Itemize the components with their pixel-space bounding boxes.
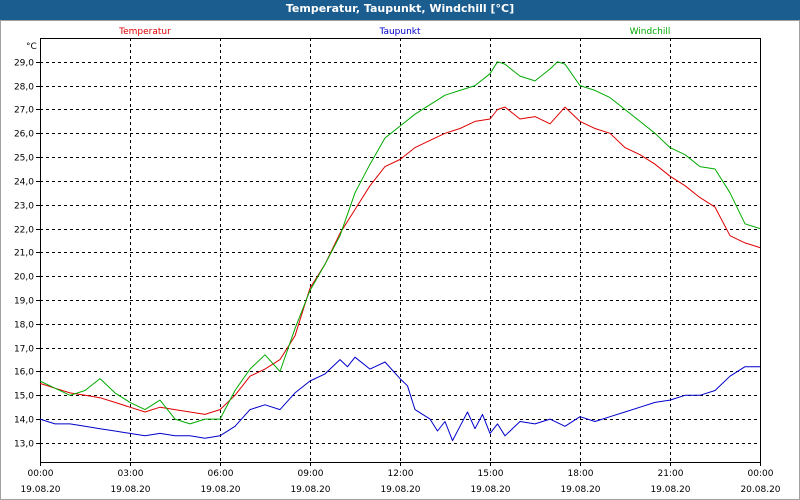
x-tick-time: 09:00 (298, 469, 324, 479)
x-tick-date: 19.08.20 (290, 485, 330, 495)
series-line-windchill (39, 61, 761, 425)
x-tick-date: 19.08.20 (470, 485, 510, 495)
legend-windchill: Windchill (630, 27, 671, 37)
series-line-taupunkt (39, 356, 760, 442)
y-tick-label: 26,0 (14, 130, 34, 140)
y-tick-label: 14,0 (14, 416, 34, 426)
y-tick-label: 25,0 (14, 154, 34, 164)
y-tick-label: 16,0 (14, 368, 34, 378)
x-tick-date: 19.08.20 (110, 485, 150, 495)
y-tick-label: 17,0 (14, 345, 34, 355)
x-tick-date: 19.08.20 (20, 485, 60, 495)
y-axis-unit-label: °C (26, 42, 37, 52)
y-tick-label: 23,0 (14, 202, 34, 212)
x-tick-time: 12:00 (388, 469, 414, 479)
y-tick-label: 21,0 (14, 249, 34, 259)
x-tick-date: 19.08.20 (560, 485, 600, 495)
y-tick-label: 22,0 (14, 226, 34, 236)
chart-title: Temperatur, Taupunkt, Windchill [°C] (0, 0, 800, 20)
legend-temperatur: Temperatur (118, 27, 171, 37)
legend-taupunkt: Taupunkt (378, 27, 421, 37)
x-tick-date: 20.08.20 (740, 485, 780, 495)
y-tick-label: 29,0 (14, 59, 34, 69)
x-tick-time: 00:00 (28, 469, 54, 479)
x-tick-date: 19.08.20 (200, 485, 240, 495)
series-line-temperatur (39, 106, 761, 415)
y-tick-label: 19,0 (14, 297, 34, 307)
y-tick-label: 27,0 (14, 106, 34, 116)
x-tick-time: 03:00 (118, 469, 144, 479)
x-tick-time: 18:00 (568, 469, 594, 479)
x-axis-ticks: 00:00 19.08.20 03:00 19.08.20 06:00 19.08.20 0… (20, 462, 781, 495)
y-tick-label: 20,0 (14, 273, 34, 283)
x-tick-time: 00:00 (748, 469, 774, 479)
y-tick-label: 28,0 (14, 83, 34, 93)
grid (40, 38, 760, 462)
y-tick-label: 15,0 (14, 392, 34, 402)
y-tick-label: 24,0 (14, 178, 34, 188)
y-tick-label: 13,0 (14, 440, 34, 450)
x-tick-date: 19.08.20 (650, 485, 690, 495)
x-tick-date: 19.08.20 (380, 485, 420, 495)
x-tick-time: 15:00 (478, 469, 504, 479)
x-tick-time: 06:00 (208, 469, 234, 479)
x-tick-time: 21:00 (658, 469, 684, 479)
series-lines (39, 61, 761, 442)
y-axis-ticks: 13,0 14,0 15,0 16,0 17,0 18,0 19,0 20,0 21,0 22,0… (14, 59, 40, 450)
y-tick-label: 18,0 (14, 321, 34, 331)
